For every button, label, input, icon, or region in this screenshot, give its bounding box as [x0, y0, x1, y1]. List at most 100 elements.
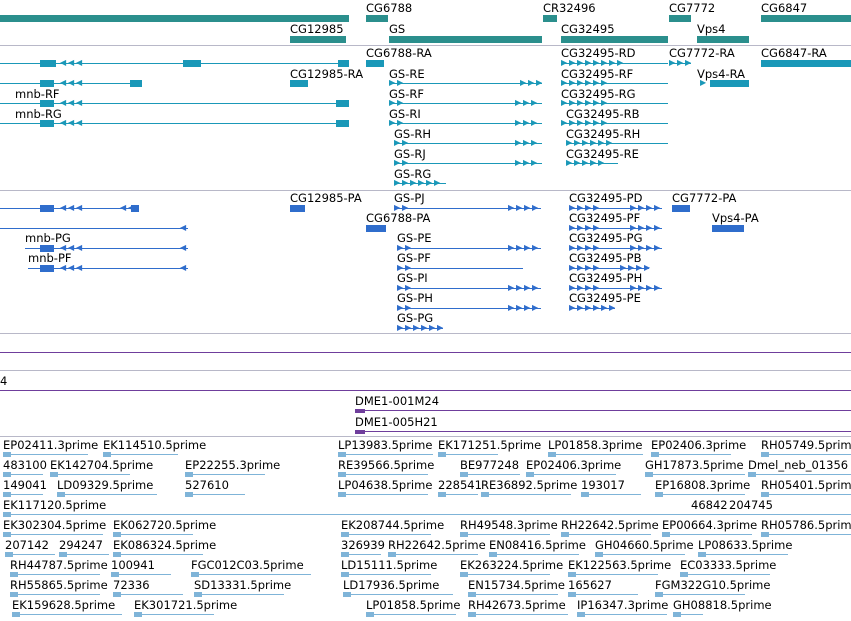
est-feature[interactable] [57, 494, 157, 495]
est-feature[interactable] [438, 454, 498, 455]
est-label[interactable]: RE36892.5prime [481, 478, 578, 492]
est-feature[interactable] [655, 594, 745, 595]
est-label[interactable]: EK171251.5prime [438, 438, 542, 452]
est-feature[interactable] [343, 594, 453, 595]
transcript-label[interactable]: CG32495-RD [561, 46, 636, 60]
est-label[interactable]: 207142 [5, 538, 49, 552]
transcript-label[interactable]: GS-RG [394, 167, 432, 181]
transcript-label[interactable]: GS-PI [397, 271, 428, 285]
est-label[interactable]: LP08633.5prime [698, 538, 793, 552]
clone-block[interactable] [355, 430, 365, 434]
est-feature[interactable] [481, 494, 571, 495]
est-feature[interactable] [748, 474, 851, 475]
exon-block[interactable] [40, 120, 54, 127]
est-label[interactable]: EP22255.3prime [185, 458, 281, 472]
est-feature[interactable] [3, 514, 851, 515]
est-label[interactable]: RH55865.5prime [10, 578, 108, 592]
transcript-label[interactable]: CG32495-PF [569, 211, 641, 225]
est-label[interactable]: EK062720.5prime [113, 518, 217, 532]
transcript-label[interactable]: CG32495-PG [569, 231, 643, 245]
gene-label[interactable]: CR32496 [543, 1, 596, 15]
gene-label[interactable]: CG7772 [669, 1, 716, 15]
est-label[interactable]: 165627 [568, 578, 612, 592]
transcript-label[interactable]: GS-RJ [394, 147, 426, 161]
transcript-label[interactable]: GS-PE [397, 231, 432, 245]
est-label[interactable]: LP13983.5prime [338, 438, 433, 452]
est-feature[interactable] [341, 554, 381, 555]
gene-bar-vps4[interactable] [697, 36, 749, 43]
est-label[interactable]: EK302304.5prime [3, 518, 107, 532]
transcript-label[interactable]: CG32495-PH [569, 271, 643, 285]
est-label[interactable]: BE977248 [460, 458, 520, 472]
transcript-label[interactable]: CG32495-RH [566, 127, 641, 141]
transcript-label[interactable]: CG7772-RA [669, 46, 735, 60]
transcript-label[interactable]: GS-PJ [394, 191, 425, 205]
gene-label[interactable]: CG12985 [290, 22, 344, 36]
est-feature[interactable] [191, 574, 311, 575]
est-feature[interactable] [5, 554, 55, 555]
exon-block[interactable] [710, 80, 749, 87]
est-feature[interactable] [595, 554, 685, 555]
exon-block[interactable] [712, 225, 744, 232]
est-feature[interactable] [3, 494, 43, 495]
gene-label[interactable]: CG32495 [561, 22, 615, 36]
est-label[interactable]: EN15734.5prime [468, 578, 565, 592]
est-label[interactable]: LD15111.5prime [341, 558, 438, 572]
transcript-label[interactable]: GS-RI [389, 107, 421, 121]
est-label[interactable]: 72336 [113, 578, 150, 592]
est-label[interactable]: RH44787.5prime [10, 558, 108, 572]
exon-block[interactable] [761, 60, 851, 67]
est-feature[interactable] [526, 474, 616, 475]
est-label[interactable]: EN08416.5prime [489, 538, 586, 552]
est-feature[interactable] [103, 454, 178, 455]
est-feature[interactable] [460, 574, 550, 575]
est-feature[interactable] [460, 534, 550, 535]
est-feature[interactable] [341, 574, 431, 575]
clone-block[interactable] [355, 409, 365, 413]
transcript-label[interactable]: Vps4-PA [712, 211, 759, 225]
est-feature[interactable] [489, 554, 579, 555]
exon-block[interactable] [40, 265, 54, 272]
gene-bar-cg6847[interactable] [761, 15, 851, 22]
est-feature[interactable] [468, 594, 558, 595]
est-label[interactable]: RH42673.5prime [468, 598, 566, 612]
exon-block[interactable] [672, 205, 690, 212]
est-label[interactable]: RH05786.5prime [761, 518, 851, 532]
exon-block[interactable] [40, 205, 54, 212]
est-feature[interactable] [185, 474, 265, 475]
est-feature[interactable] [113, 554, 203, 555]
est-label[interactable]: FGC012C03.5prime [191, 558, 304, 572]
est-feature[interactable] [561, 534, 651, 535]
est-feature[interactable] [581, 494, 641, 495]
est-label[interactable]: LP04638.5prime [338, 478, 433, 492]
exon-block[interactable] [40, 245, 54, 252]
est-label[interactable]: 100941 [111, 558, 155, 572]
exon-block[interactable] [290, 80, 308, 87]
est-feature[interactable] [50, 474, 130, 475]
exon-block[interactable] [336, 120, 349, 127]
transcript-label[interactable]: mnb-PF [28, 251, 72, 265]
est-feature[interactable] [341, 534, 431, 535]
est-feature[interactable] [568, 594, 638, 595]
est-label[interactable]: EK263224.5prime [460, 558, 564, 572]
gene-label[interactable]: Vps4 [697, 22, 726, 36]
transcript-label[interactable]: GS-PH [397, 291, 433, 305]
est-label[interactable]: LP01858.5prime [366, 598, 461, 612]
est-feature[interactable] [568, 574, 658, 575]
exon-block[interactable] [40, 80, 54, 87]
est-feature[interactable] [3, 454, 88, 455]
gene-bar-mnb[interactable] [0, 15, 349, 22]
est-feature[interactable] [548, 454, 643, 455]
est-label[interactable]: RE39566.5prime [338, 458, 435, 472]
transcript-label[interactable]: CG32495-RG [561, 87, 636, 101]
est-label[interactable]: 149041 [3, 478, 47, 492]
est-label[interactable]: SD13331.5prime [194, 578, 292, 592]
transcript-label[interactable]: CG32495-RE [566, 147, 639, 161]
gene-bar-cg32495[interactable] [561, 36, 668, 43]
gene-bar-gs[interactable] [389, 36, 542, 43]
exon-block[interactable] [40, 100, 54, 107]
est-feature[interactable] [761, 454, 851, 455]
est-label[interactable]: EK301721.5prime [134, 598, 238, 612]
est-label[interactable]: LP01858.3prime [548, 438, 643, 452]
est-label[interactable]: EP16808.3prime [655, 478, 751, 492]
